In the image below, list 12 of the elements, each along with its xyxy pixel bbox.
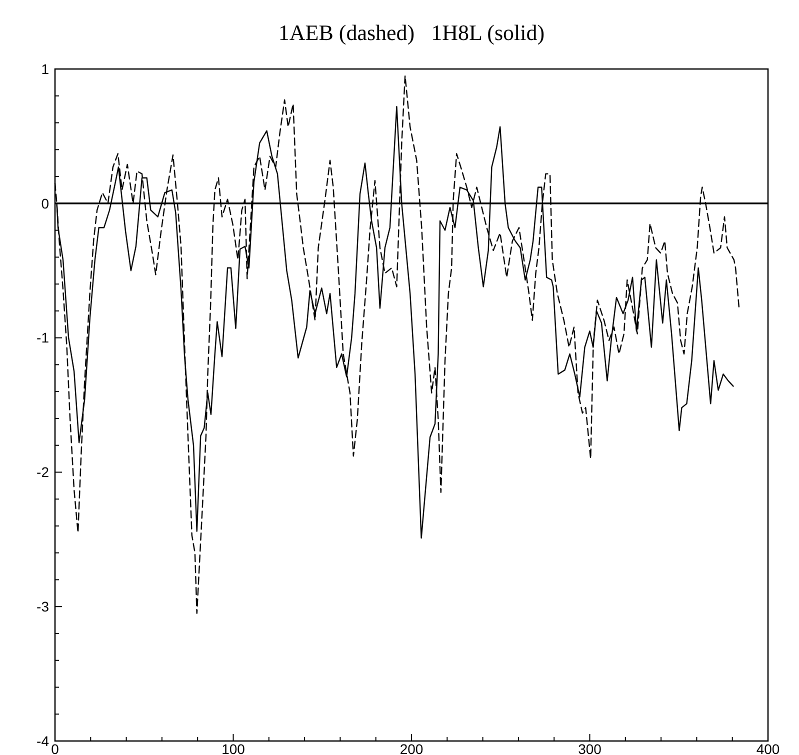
y-tick-label: 1 — [41, 60, 50, 77]
x-tick-label: 300 — [578, 741, 602, 755]
x-tick-label: 400 — [756, 741, 780, 755]
y-tick-label: -4 — [36, 732, 50, 749]
y-tick-label: -2 — [36, 464, 50, 480]
chart-title: 1AEB (dashed) 1H8L (solid) — [278, 20, 545, 45]
y-tick-label: -3 — [36, 598, 50, 614]
x-tick-label: 100 — [222, 741, 246, 755]
x-tick-label: 0 — [51, 741, 60, 755]
x-tick-label: 200 — [400, 741, 424, 755]
y-tick-label: -1 — [36, 330, 50, 346]
y-tick-label: 0 — [41, 195, 50, 212]
